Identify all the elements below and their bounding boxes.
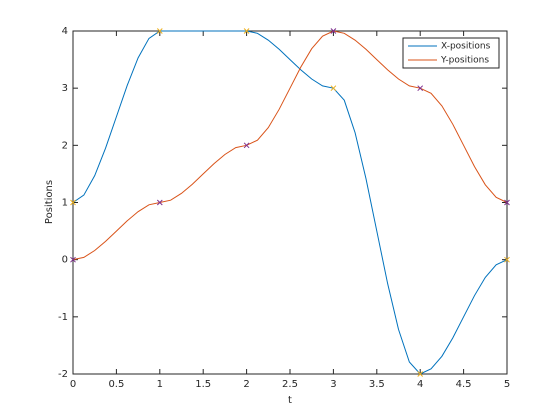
x-tick-label: 3.5: [369, 379, 385, 390]
y-tick-label: 1: [62, 198, 68, 209]
y-tick-label: 0: [62, 255, 68, 266]
knot-marker: [243, 28, 250, 34]
knot-marker: [330, 28, 337, 34]
knot-marker: [417, 371, 424, 377]
x-tick-label: 5: [504, 379, 510, 390]
x-tick-label: 4: [417, 379, 423, 390]
x-tick-label: 4.5: [456, 379, 472, 390]
x-tick-label: 3: [330, 379, 336, 390]
knot-marker: [330, 85, 337, 92]
y-tick-label: 2: [62, 140, 68, 151]
knot-marker: [156, 199, 163, 206]
x-tick-label: 2: [243, 379, 249, 390]
y-tick-label: 3: [62, 83, 68, 94]
series-line: [72, 30, 508, 375]
knot-marker: [504, 256, 510, 263]
legend-label: Y-positions: [440, 56, 489, 66]
x-axis-label: t: [288, 395, 292, 406]
y-axis-label: Positions: [44, 180, 55, 224]
knot-marker: [417, 85, 424, 92]
legend-label: X-positions: [441, 42, 491, 52]
knot-marker: [70, 256, 76, 263]
legend: X-positions Y-positions: [402, 37, 500, 69]
y-tick-label: -2: [58, 369, 68, 380]
x-tick-label: 1: [157, 379, 163, 390]
series-line: [72, 30, 508, 261]
x-tick-label: 1.5: [195, 379, 211, 390]
legend-box: [402, 37, 500, 69]
x-tick-label: 0: [70, 379, 76, 390]
knot-marker: [70, 199, 76, 206]
y-tick-label: 4: [62, 26, 68, 37]
x-tick-label: 0.5: [108, 379, 124, 390]
knot-marker: [156, 28, 163, 34]
knot-marker: [504, 199, 510, 206]
x-tick-label: 2.5: [282, 379, 298, 390]
y-tick-label: -1: [58, 312, 68, 323]
knot-marker: [243, 142, 250, 149]
